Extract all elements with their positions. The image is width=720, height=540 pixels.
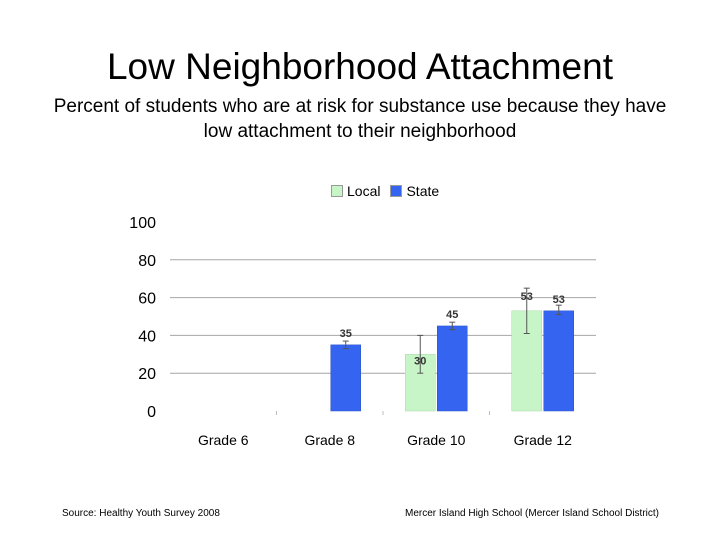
legend-label-state: State	[406, 183, 440, 199]
x-tick-label: Grade 10	[407, 432, 466, 448]
y-tick-label: 40	[138, 328, 156, 345]
y-tick-label: 80	[138, 253, 156, 270]
chart-legend: Local State	[331, 182, 449, 200]
y-tick-label: 100	[129, 215, 156, 232]
legend-swatch-state	[390, 185, 403, 197]
slide-title: Low Neighborhood Attachment	[106, 46, 613, 87]
data-label: 45	[446, 309, 458, 321]
y-tick-label: 20	[138, 366, 156, 383]
bar-state	[543, 310, 574, 412]
bar-state	[437, 325, 468, 412]
x-tick-label: Grade 8	[304, 432, 355, 448]
bar-state	[330, 344, 361, 412]
legend-swatch-local	[331, 185, 343, 197]
legend-label-local: Local	[347, 183, 381, 199]
y-tick-label: 60	[138, 291, 156, 308]
school-note: Mercer Island High School (Mercer Island…	[405, 508, 659, 519]
slide-subtitle: Percent of students who are at risk for …	[53, 96, 667, 142]
y-tick-label: 0	[147, 404, 156, 421]
data-label: 53	[553, 294, 565, 306]
data-label: 35	[340, 328, 352, 340]
x-tick-label: Grade 6	[198, 432, 249, 448]
data-label: 30	[414, 355, 426, 367]
source-note: Source: Healthy Youth Survey 2008	[62, 508, 220, 519]
legend-item-local: Local	[331, 183, 380, 199]
x-tick-label: Grade 12	[514, 432, 573, 448]
data-label: 53	[521, 291, 533, 303]
legend-item-state: State	[390, 183, 439, 199]
